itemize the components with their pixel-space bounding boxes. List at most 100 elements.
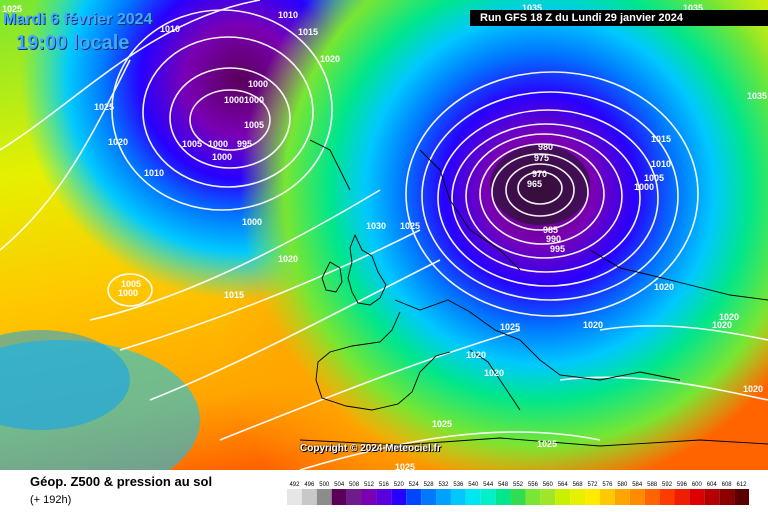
isobar-label: 1020	[320, 54, 340, 64]
isobar-label: 1025	[2, 4, 22, 14]
isobars	[0, 0, 768, 470]
isobar-label: 1000	[224, 95, 244, 105]
isobar-label: 1000	[208, 139, 228, 149]
isobar-label: 1020	[278, 254, 298, 264]
lead-time: (+ 192h)	[30, 494, 72, 506]
isobar-label: 1020	[743, 384, 763, 394]
legend-swatch	[331, 489, 347, 505]
isobar-label: 1015	[298, 27, 318, 37]
legend-tick-label: 572	[588, 482, 599, 488]
legend-tick-label: 512	[364, 482, 375, 488]
legend-tick-label: 500	[319, 482, 330, 488]
weather-map: 1025 1010 1010 1015 1020 1035 1035 1035 1025 1020…	[0, 0, 768, 470]
legend-swatch	[614, 489, 630, 505]
isobar-label: 1020	[466, 350, 486, 360]
coastlines	[299, 139, 768, 447]
legend-tick-label: 528	[424, 482, 435, 488]
legend-swatch	[555, 489, 571, 505]
isobar-label: 1005	[182, 139, 202, 149]
isobar-label: 1000	[244, 95, 264, 105]
legend-tick-label: 524	[409, 482, 420, 488]
isobar-label: 1025	[94, 102, 114, 112]
legend-tick-label: 536	[453, 482, 464, 488]
legend-tick-label: 588	[647, 482, 658, 488]
legend-tick-label: 492	[289, 482, 300, 488]
legend-swatch	[287, 489, 302, 505]
legend-tick-label: 584	[632, 482, 643, 488]
legend-tick-label: 564	[558, 482, 569, 488]
isobar-label: 1025	[400, 221, 420, 231]
legend-tick-label: 552	[513, 482, 524, 488]
map-title: Géop. Z500 & pression au sol	[30, 474, 213, 489]
color-legend: 492 496 500 504 508 512 516 520 524 528 532 536 540 5…	[287, 482, 749, 505]
legend-swatch	[689, 489, 705, 505]
isobar-label: 1010	[278, 10, 298, 20]
isobar-label: 995	[550, 244, 565, 254]
legend-tick-label: 596	[677, 482, 688, 488]
isobar-label: 1010	[160, 24, 180, 34]
legend-tick-label: 544	[483, 482, 494, 488]
legend-swatch	[585, 489, 600, 505]
legend-tick-label: 576	[602, 482, 613, 488]
legend-swatch	[704, 489, 720, 505]
legend-swatch	[465, 489, 481, 505]
legend-swatch	[376, 489, 392, 505]
legend-swatch	[510, 489, 526, 505]
legend-swatch	[436, 489, 451, 505]
legend-tick-label: 496	[304, 482, 315, 488]
isobar-label: 985	[543, 225, 558, 235]
forecast-time: 19:00 locale	[16, 32, 130, 54]
legend-swatch	[540, 489, 556, 505]
isobar-label: 1000	[242, 217, 262, 227]
legend-swatch	[719, 489, 735, 505]
legend-tick-label: 560	[543, 482, 554, 488]
legend-swatch	[659, 489, 675, 505]
legend-swatch	[316, 489, 332, 505]
isobar-label: 1035	[683, 3, 703, 13]
isobar-label: 1035	[747, 91, 767, 101]
isobar-label: 990	[546, 234, 561, 244]
legend-tick-label: 532	[438, 482, 449, 488]
isobar-label: 1015	[224, 290, 244, 300]
isobar-label: 1000	[634, 182, 654, 192]
legend-tick-label: 612	[737, 482, 748, 488]
isobar-label: 1025	[395, 462, 415, 470]
legend-swatch	[421, 489, 437, 505]
legend-swatch	[301, 489, 317, 505]
isobar-label: 1020	[712, 320, 732, 330]
legend-swatch	[346, 489, 362, 505]
isobar-label: 1025	[500, 322, 520, 332]
isobar-label: 1020	[654, 282, 674, 292]
legend-swatch	[406, 489, 422, 505]
isobar-label: 975	[534, 153, 549, 163]
isobar-label: 1005	[121, 279, 141, 289]
isobar-label: 995	[237, 139, 252, 149]
isobar-label: 1030	[366, 221, 386, 231]
forecast-date: Mardi 6 février 2024	[3, 11, 153, 28]
isobar-label: 970	[532, 169, 547, 179]
isobar-label: 1000	[118, 288, 138, 298]
legend-tick-label: 568	[573, 482, 584, 488]
isobar-label: 1010	[144, 168, 164, 178]
isobar-label: 1025	[432, 419, 452, 429]
low-core	[490, 145, 590, 225]
isobar-label: 1020	[719, 312, 739, 322]
legend-tick-label: 540	[468, 482, 479, 488]
legend-tick-label: 508	[349, 482, 360, 488]
isobar-label: 1005	[244, 120, 264, 130]
isobar-label: 980	[538, 142, 553, 152]
legend-swatch	[391, 489, 407, 505]
legend-swatch	[734, 489, 749, 505]
legend-tick-label: 556	[528, 482, 539, 488]
isobar-label: 965	[527, 179, 542, 189]
legend-swatch	[495, 489, 511, 505]
legend-tick-label: 504	[334, 482, 345, 488]
legend-swatch	[525, 489, 541, 505]
legend-tick-label: 580	[617, 482, 628, 488]
isobar-label: 1010	[651, 159, 671, 169]
legend-tick-label: 548	[498, 482, 509, 488]
legend-swatch	[629, 489, 645, 505]
legend-swatch	[570, 489, 586, 505]
